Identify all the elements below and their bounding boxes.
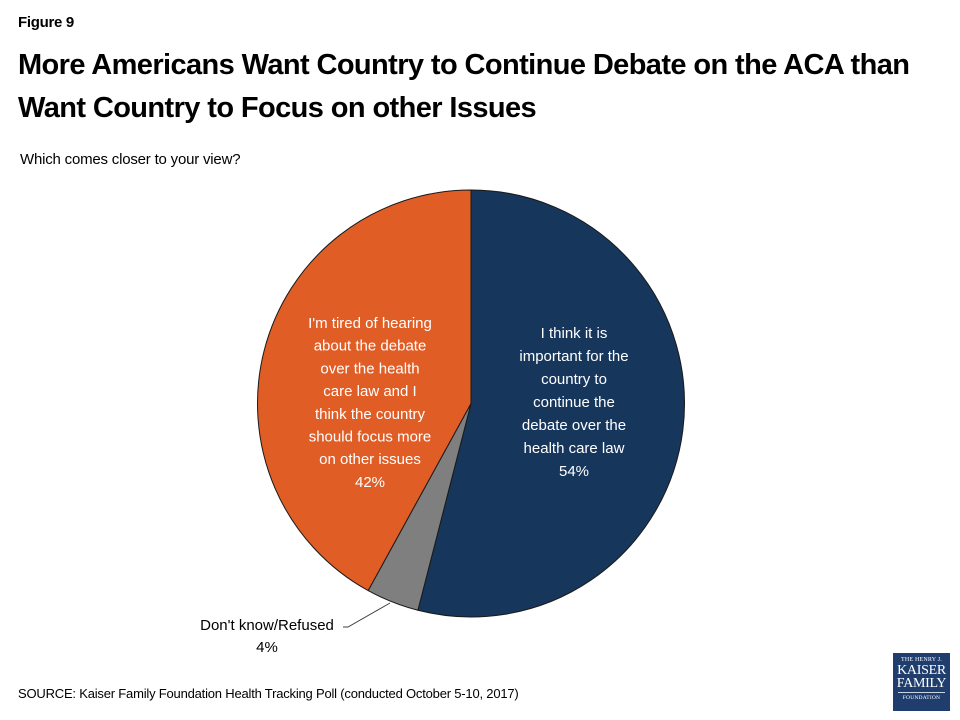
- source-note: SOURCE: Kaiser Family Foundation Health …: [18, 686, 519, 701]
- pie-slice-focus-other-issues: [257, 189, 472, 592]
- slice-label-line: country to: [541, 371, 607, 388]
- slice-label-focus-other-issues: I'm tired of hearing about the debate over…: [308, 315, 432, 491]
- slice-label-line: about the debate: [314, 338, 427, 355]
- slice-label-line: think the country: [315, 406, 426, 423]
- logo-line-4: FOUNDATION: [902, 695, 941, 701]
- slice-label-line: Don't know/Refused: [200, 617, 334, 634]
- logo-line-1: THE HENRY J.: [900, 657, 942, 663]
- slice-label-continue-debate: I think it is important for the country to…: [519, 325, 628, 480]
- logo-divider: [898, 692, 945, 693]
- slice-label-line: continue the: [533, 394, 615, 411]
- slice-value-label: 54%: [559, 463, 589, 480]
- pie-slice-continue-debate: [417, 189, 685, 618]
- slice-label-line: I'm tired of hearing: [308, 315, 432, 332]
- slice-value-label: 42%: [355, 474, 385, 491]
- chart-subtitle: Which comes closer to your view?: [20, 151, 241, 168]
- slice-label-line: debate over the: [522, 417, 626, 434]
- leader-line-dont-know: [343, 602, 391, 628]
- slice-label-line: important for the: [519, 348, 628, 365]
- slice-label-line: over the health: [320, 360, 419, 377]
- slice-label-line: on other issues: [319, 451, 421, 468]
- slice-label-line: health care law: [524, 440, 625, 457]
- slice-label-line: I think it is: [541, 325, 608, 342]
- figure-label: Figure 9: [18, 14, 74, 31]
- slice-value-label: 4%: [256, 639, 278, 656]
- logo-line-2: KAISER: [897, 663, 946, 678]
- slice-label-line: should focus more: [309, 429, 432, 446]
- slice-label-line: care law and I: [323, 383, 416, 400]
- chart-title: More Americans Want Country to Continue …: [18, 49, 910, 124]
- slice-label-dont-know: Don't know/Refused 4%: [200, 617, 334, 656]
- kff-logo: THE HENRY J. KAISER FAMILY FOUNDATION: [893, 653, 950, 711]
- logo-line-3: FAMILY: [896, 676, 947, 691]
